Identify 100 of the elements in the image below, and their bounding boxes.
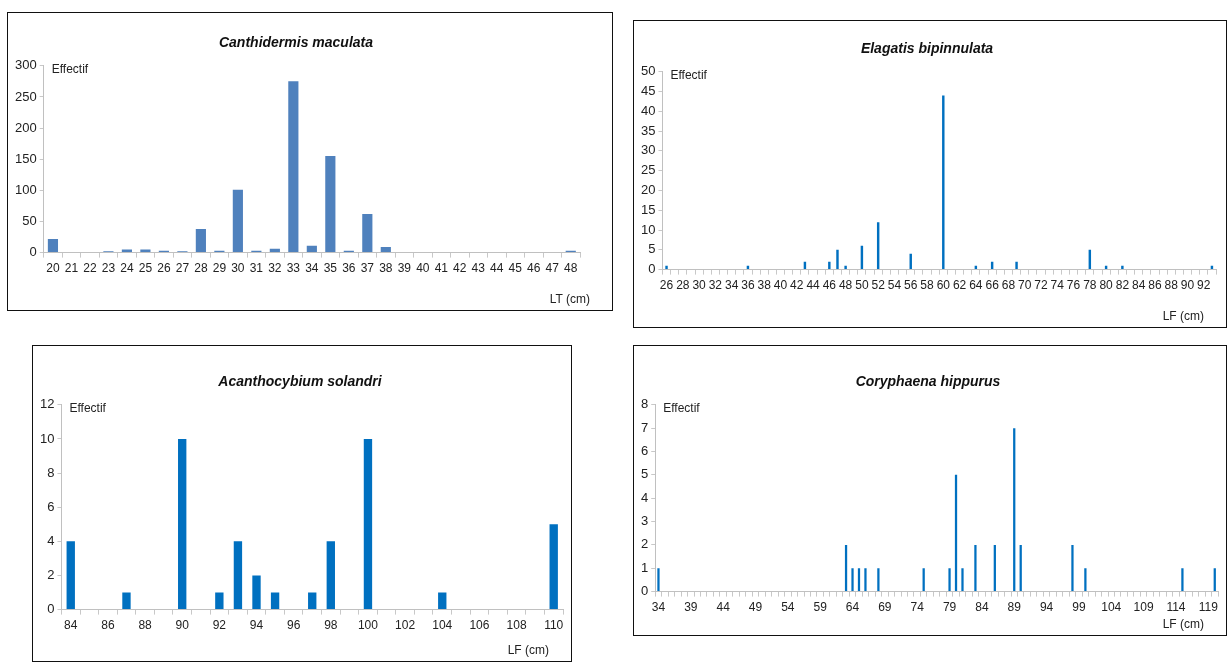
x-tick-label: 98 [324,618,338,633]
y-tick-label: 5 [641,466,649,482]
y-tick-label: 12 [39,396,55,412]
y-tick-label: 8 [641,396,649,412]
x-tick-label: 66 [985,278,1000,293]
bar [270,592,280,610]
x-tick-label: 82 [1115,278,1130,293]
x-tick-label: 72 [1034,278,1048,293]
x-tick-label: 56 [904,278,918,293]
x-tick-label: 30 [692,278,707,293]
x-tick-label: 106 [469,618,490,633]
x-tick-label: 39 [684,600,698,615]
chart-title: Acanthocybium solandri [217,373,383,390]
x-tick-label: 52 [871,278,886,293]
x-tick-label: 44 [806,278,821,293]
y-tick-label: 15 [640,201,656,217]
x-tick-label: 38 [757,278,772,293]
x-tick-label: 36 [741,278,755,293]
x-tick-label: 84 [1131,278,1146,293]
x-tick-label: 48 [838,278,853,293]
x-tick-label: 32 [268,261,282,276]
x-tick-label: 22 [83,261,97,276]
x-tick-label: 88 [1164,278,1179,293]
x-tick-label: 34 [305,261,319,276]
x-tick-label: 48 [564,261,578,276]
x-tick-label: 44 [490,261,504,276]
x-tick-label: 23 [101,261,116,276]
x-tick-label: 92 [212,618,227,633]
bar [1181,568,1184,592]
x-tick-label: 94 [249,618,264,633]
x-tick-label: 68 [1001,278,1016,293]
x-tick-label: 31 [249,261,264,276]
y-axis-title: Effectif [51,62,89,77]
bar [233,541,243,610]
bar [665,265,668,270]
x-tick-label: 37 [360,261,375,276]
x-tick-label: 47 [545,261,560,276]
y-tick-label: 6 [641,443,649,459]
x-tick-label: 34 [724,278,739,293]
x-axis-title: LF (cm) [1162,617,1204,632]
y-tick-label: 25 [640,162,656,178]
x-tick-label: 46 [822,278,837,293]
bar [1071,544,1074,592]
x-tick-label: 60 [936,278,951,293]
y-tick-label: 4 [641,489,649,505]
y-tick-label: 45 [640,83,656,99]
y-tick-label: 2 [47,567,55,583]
bar [215,592,224,610]
x-tick-label: 42 [453,261,467,276]
y-tick-label: 150 [14,150,37,166]
x-tick-label: 78 [1083,278,1097,293]
chart-title: Canthidermis maculata [218,34,374,51]
x-tick-label: 119 [1198,600,1219,615]
y-tick-label: 4 [47,532,55,548]
y-tick-label: 35 [640,122,656,138]
x-tick-label: 49 [748,600,763,615]
x-tick-label: 86 [101,618,115,633]
y-tick-label: 1 [641,559,649,575]
x-tick-label: 27 [175,261,190,276]
x-tick-label: 26 [659,278,674,293]
bar [828,261,831,270]
bar [288,81,299,253]
bar [836,249,839,270]
x-tick-label: 40 [773,278,788,293]
x-tick-label: 54 [781,600,795,615]
x-tick-label: 108 [506,618,527,633]
x-tick-label: 40 [416,261,430,276]
x-tick-label: 89 [1007,600,1022,615]
x-tick-label: 90 [1180,278,1195,293]
x-tick-label: 50 [855,278,869,293]
x-tick-label: 21 [64,261,79,276]
bar [232,189,243,253]
x-tick-label: 33 [286,261,301,276]
x-tick-label: 45 [508,261,523,276]
bar [47,238,59,253]
x-tick-label: 28 [676,278,690,293]
bar [195,228,206,253]
x-tick-label: 90 [175,618,190,633]
bar [942,95,945,270]
bar [1015,261,1018,270]
bar [252,575,261,610]
x-tick-label: 42 [790,278,804,293]
y-tick-label: 20 [640,182,656,198]
x-axis-title: LF (cm) [1162,309,1204,324]
y-tick-label: 50 [22,213,37,229]
x-tick-label: 43 [471,261,486,276]
bar [844,265,847,270]
x-tick-label: 46 [527,261,541,276]
bar [325,156,336,253]
x-tick-label: 62 [952,278,967,293]
y-tick-label: 30 [640,142,656,158]
y-tick-label: 0 [47,601,55,617]
x-tick-label: 74 [910,600,925,615]
x-tick-label: 79 [942,600,957,615]
chart-title: Coryphaena hippurus [855,373,1001,390]
x-tick-label: 114 [1166,600,1186,615]
x-tick-label: 24 [120,261,134,276]
bar [178,438,187,610]
x-tick-label: 104 [432,618,453,633]
x-tick-label: 30 [231,261,245,276]
